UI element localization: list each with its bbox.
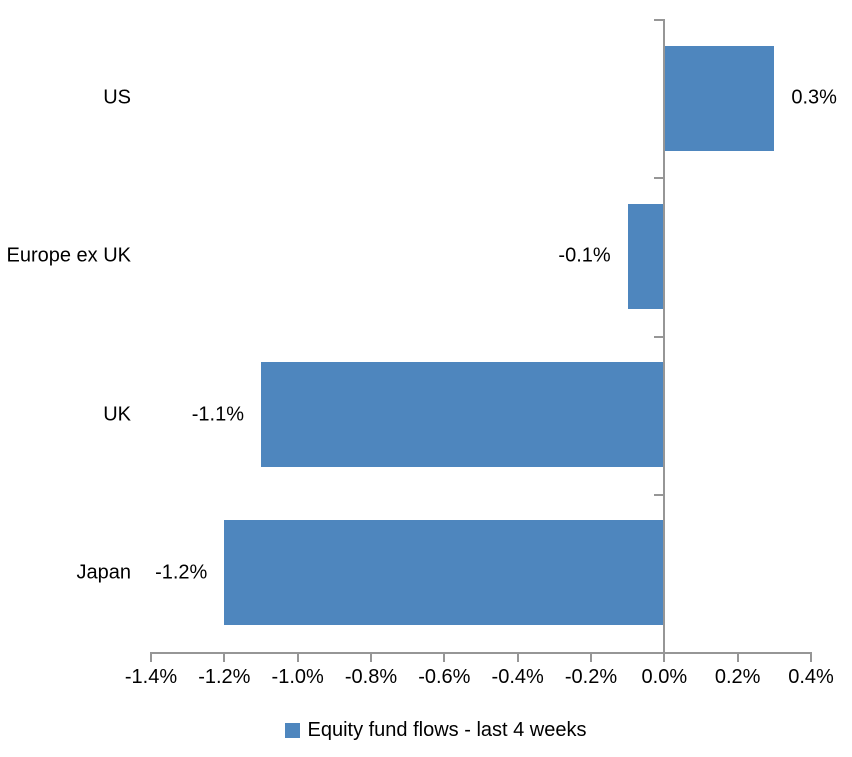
x-axis-tick [516,652,519,662]
category-axis-tick [654,177,664,180]
x-axis-tick [150,652,152,662]
category-label: Japan [76,561,132,584]
x-axis-tick [663,652,666,662]
x-axis-tick-label: -1.0% [271,666,324,688]
legend-marker-icon [285,722,301,738]
x-axis-tick-label: -0.6% [418,666,471,688]
x-axis-tick [590,652,592,662]
x-axis-tick-label: -0.8% [344,666,398,688]
x-axis-tick [443,652,446,662]
x-axis-tick-label: 0.0% [641,666,688,688]
legend-label: Equity fund flows - last 4 weeks [307,718,587,741]
category-label: US [103,86,131,109]
bar-uk [261,362,665,468]
bar-us [664,45,775,151]
legend: Equity fund flows - last 4 weeks [20,718,852,742]
x-axis-tick [296,652,299,662]
x-axis-tick-label: 0.2% [714,666,761,688]
x-axis-tick-label: -0.2% [564,666,618,688]
data-label: -1.2% [155,561,208,584]
category-axis-tick [654,19,664,21]
x-axis-tick [370,652,372,662]
category-label: UK [103,403,131,426]
data-label: -0.1% [558,244,611,267]
data-label: 0.3% [791,86,837,109]
category-axis-tick [654,335,664,338]
bar-europe-ex-uk [627,203,665,309]
category-label: Europe ex UK [6,244,131,267]
category-axis-tick [654,493,664,496]
bar-japan [224,520,665,626]
x-axis-tick-label: -1.4% [124,666,178,688]
x-axis-tick-label: 0.4% [788,666,834,688]
zero-axis-line [663,19,666,654]
x-axis-line [150,652,812,654]
x-axis-tick [736,652,739,662]
x-axis-tick [810,652,812,662]
category-axis-tick [654,652,664,654]
data-label: -1.1% [191,403,244,426]
x-axis-tick [223,652,226,662]
x-axis-tick-label: -0.4% [491,666,544,688]
x-axis-tick-label: -1.2% [198,666,251,688]
